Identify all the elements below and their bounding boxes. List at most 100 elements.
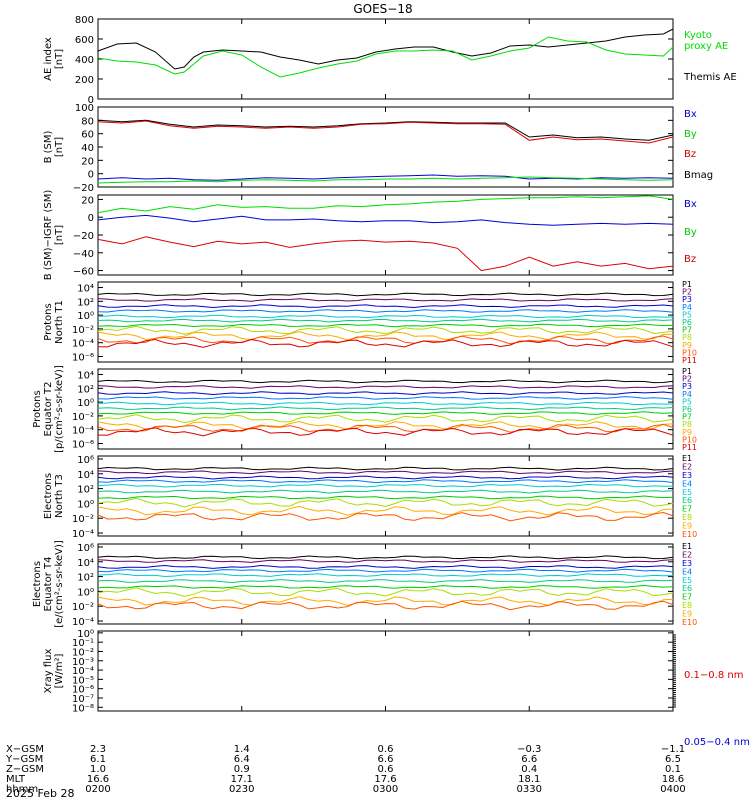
- channel-line-P8: [97, 414, 674, 424]
- panel-b_sm: 100 80 60 40 20 0 −20 B (SM) [nT] Bx By Bz Bmag: [43, 103, 713, 194]
- series-line-0: [97, 28, 674, 70]
- y-tick-label: 40: [81, 143, 94, 154]
- channel-line-E2: [97, 470, 674, 475]
- channel-line-P4: [97, 396, 674, 400]
- y-tick-label: 20: [81, 195, 94, 206]
- axis-row-value: 0.6: [378, 764, 394, 775]
- axis-row-value: 1.0: [90, 764, 106, 775]
- panel-frame: [97, 18, 674, 100]
- series-line-0: [97, 195, 674, 214]
- channel-line-E1: [97, 555, 674, 560]
- axis-row-value: 6.6: [521, 754, 537, 765]
- channel-label: P1: [682, 367, 692, 376]
- channel-line-P7: [97, 411, 674, 415]
- channel-line-P7: [97, 323, 674, 328]
- channel-line-P11: [97, 427, 674, 437]
- y-tick-label: 100: [75, 103, 94, 114]
- channel-label: P7: [682, 326, 692, 335]
- y-tick-label: 10²: [77, 384, 94, 395]
- y-tick-label: 10⁻¹: [72, 638, 94, 649]
- channel-line-P9: [97, 420, 674, 431]
- y-tick-label: 200: [75, 75, 94, 86]
- y-axis-label: [p/(cm²-s-sr-keV)]: [54, 365, 65, 453]
- y-tick-label: 10⁻⁷: [72, 694, 94, 705]
- axis-row-value: 16.6: [87, 774, 109, 785]
- channel-label: P11: [682, 356, 697, 365]
- y-axis-label: North T1: [54, 300, 65, 344]
- channel-label: E8: [682, 601, 692, 610]
- channel-line-P9: [97, 331, 674, 341]
- y-axis-label: [nT]: [54, 225, 65, 245]
- y-tick-label: 10⁻⁴: [72, 666, 94, 677]
- y-axis-label: Electrons: [43, 473, 54, 519]
- y-tick-label: 10⁻²: [72, 412, 94, 423]
- legend-entry: Bz: [684, 149, 696, 160]
- panel-b_igrf: 20 0 −20 −40 −60 B (SM)−IGRF (SM) [nT] Bx By Bz: [43, 190, 697, 281]
- y-axis-label: Equator T4: [43, 557, 54, 612]
- channel-label: E4: [682, 567, 692, 576]
- y-tick-label: 10⁻²: [72, 514, 94, 525]
- legend-entry: Bx: [684, 199, 697, 210]
- y-tick-label: 10⁻⁶: [72, 439, 94, 450]
- legend-entry: By: [684, 227, 697, 238]
- panel-frame: [97, 543, 674, 625]
- axis-row-value: 6.4: [234, 754, 250, 765]
- axis-row-value: 2.3: [90, 744, 106, 755]
- channel-label: P5: [682, 310, 692, 319]
- series-line-1: [97, 214, 674, 226]
- channel-line-P3: [97, 304, 674, 309]
- channel-label: P10: [682, 435, 697, 444]
- legend-entry: By: [684, 129, 697, 140]
- series-line-1: [97, 36, 674, 78]
- channel-line-P6: [97, 406, 674, 411]
- axis-row-label: MLT: [6, 774, 26, 785]
- channel-label: E1: [682, 454, 692, 463]
- axis-row-value: 18.1: [518, 774, 540, 785]
- axis-row-label: X−GSM: [6, 744, 44, 755]
- axis-row-value: 0.4: [521, 764, 537, 775]
- channel-line-E5: [97, 483, 674, 488]
- y-tick-label: 10⁴: [77, 371, 94, 382]
- channel-line-P10: [97, 335, 674, 345]
- channel-label: E3: [682, 471, 692, 480]
- y-tick-label: 10⁻⁴: [72, 339, 94, 350]
- channel-label: E3: [682, 559, 692, 568]
- y-tick-label: −60: [73, 267, 94, 278]
- plot-title: GOES−18: [353, 2, 412, 16]
- channel-line-E5: [97, 573, 674, 578]
- y-axis-label: Electrons: [32, 561, 43, 607]
- y-tick-label: 0: [88, 170, 94, 181]
- axis-row-value: 0330: [517, 784, 542, 795]
- channel-label: P5: [682, 397, 692, 406]
- channel-line-E10: [97, 600, 674, 611]
- y-tick-label: 10⁶: [77, 455, 94, 466]
- channel-line-P1: [97, 379, 674, 384]
- channel-line-E6: [97, 489, 674, 494]
- channel-label: P2: [682, 288, 692, 297]
- panel-frame: [97, 455, 674, 537]
- y-tick-label: 10⁴: [77, 558, 94, 569]
- channel-label: E10: [682, 530, 697, 539]
- channel-line-E3: [97, 475, 674, 480]
- axis-row-value: −1.1: [661, 744, 685, 755]
- y-tick-label: 10⁰: [77, 398, 94, 409]
- y-tick-label: 10⁰: [77, 499, 94, 510]
- channel-line-P10: [97, 423, 674, 433]
- y-tick-label: 0: [88, 95, 94, 106]
- channel-line-E7: [97, 584, 674, 589]
- series-line-3: [97, 176, 674, 184]
- channel-line-E3: [97, 564, 674, 569]
- channel-line-P1: [97, 292, 674, 297]
- channel-label: E6: [682, 584, 692, 593]
- channel-line-E8: [97, 587, 674, 597]
- channel-label: P3: [682, 382, 692, 391]
- axis-row-value: 18.6: [662, 774, 684, 785]
- channel-label: P3: [682, 295, 692, 304]
- y-tick-label: 600: [75, 35, 94, 46]
- legend-entry: Bz: [684, 254, 696, 265]
- channel-label: E2: [682, 550, 692, 559]
- axis-row-label: Y−GSM: [5, 754, 43, 765]
- channel-label: P8: [682, 333, 692, 342]
- y-tick-label: 10⁴: [77, 284, 94, 295]
